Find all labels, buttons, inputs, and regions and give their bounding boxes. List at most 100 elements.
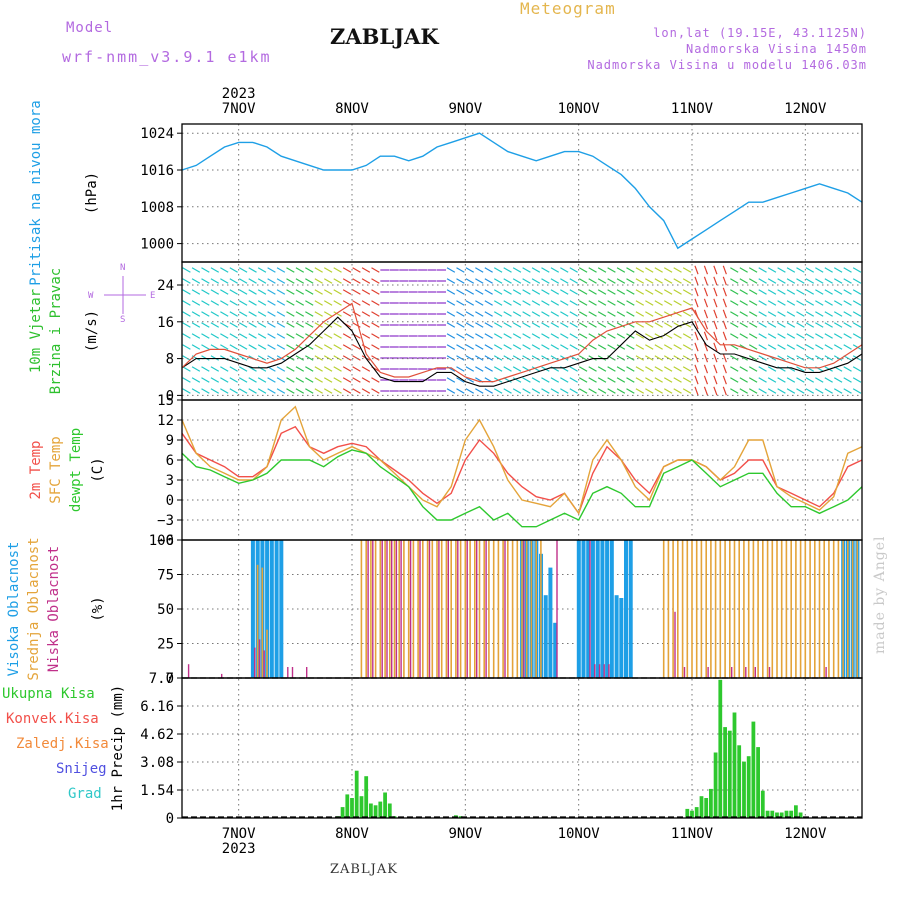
wind-barb <box>786 322 796 328</box>
wind-barb <box>626 289 635 295</box>
wind-barb <box>503 344 512 350</box>
wind-barb <box>220 289 229 295</box>
wind-barb <box>182 300 191 306</box>
wind-barb <box>713 309 718 319</box>
wind-barb <box>739 267 748 273</box>
wind-barb <box>654 278 663 284</box>
cloud-low-bar <box>476 540 478 678</box>
wind-barb <box>588 355 597 361</box>
wind-barb <box>286 311 295 317</box>
precipitation-frame <box>181 677 863 819</box>
wind-barb <box>371 267 380 273</box>
wind-barb <box>703 265 709 275</box>
wind-barb <box>323 289 333 295</box>
wind-barb <box>694 320 699 330</box>
wind-barb <box>201 344 210 350</box>
wind-barb <box>597 278 607 284</box>
wind-barb <box>748 344 758 350</box>
wind-barb <box>267 355 276 361</box>
wind-barb <box>522 377 531 383</box>
wind-barb <box>371 388 380 394</box>
wind-barb <box>276 267 286 273</box>
wind-barb <box>286 355 295 361</box>
wind-barb <box>361 289 371 295</box>
location-coordinates: lon,lat (19.15E, 43.1125N) <box>653 26 867 40</box>
precip-legend-item: Ukupna Kisa <box>2 686 95 702</box>
wind-barb <box>503 267 512 273</box>
cloud-mid-bar <box>407 540 410 678</box>
wind-barb <box>694 342 699 352</box>
cloud-mid-bar <box>469 540 471 678</box>
wind-barb <box>550 344 560 350</box>
cloud-mid-bar <box>384 540 386 678</box>
wind-barb <box>276 344 286 350</box>
wind-barb <box>503 311 512 317</box>
wind-barb <box>305 267 314 273</box>
wind-barb <box>616 278 626 284</box>
cloud-low-bar <box>386 540 388 678</box>
wind-barb <box>852 311 862 317</box>
y-tick-label: 7.7 <box>149 671 174 687</box>
cloud-mid-bar <box>507 540 509 678</box>
cloud-low-bar <box>391 540 393 678</box>
wind-barb <box>484 267 493 273</box>
cloud-high-bar <box>590 540 595 678</box>
wind-barb <box>616 311 626 317</box>
cloud-mid-bar <box>530 540 533 678</box>
wind-barb <box>305 322 314 328</box>
wind-barb <box>703 386 709 396</box>
wind-barb <box>786 333 796 339</box>
wind-barb <box>531 388 541 394</box>
wind-barb <box>465 388 475 394</box>
wind-barb <box>305 300 314 306</box>
wind-barb <box>305 289 314 295</box>
wind-barb <box>777 278 786 284</box>
wind-barb <box>730 300 739 306</box>
wind-barb <box>626 278 635 284</box>
wind-barb <box>824 355 833 361</box>
cloud-mid-bar <box>464 540 467 678</box>
precip-legend-item: Konvek.Kisa <box>6 711 99 727</box>
wind-barb <box>522 267 531 273</box>
cloud-mid-bar <box>256 564 259 678</box>
wind-barb <box>786 377 796 383</box>
wind-barb <box>229 289 238 295</box>
wind-barb <box>522 278 531 284</box>
wind-barb <box>191 289 201 295</box>
wind-barb <box>484 322 493 328</box>
wind-barb <box>569 377 578 383</box>
wind-barb <box>541 388 550 394</box>
year-label-bottom: 2023 <box>222 841 256 857</box>
cloud-mid-bar <box>847 540 849 678</box>
wind-barb <box>758 366 767 372</box>
wind-barb <box>361 388 371 394</box>
wind-barb <box>824 388 833 394</box>
wind-barb <box>748 366 758 372</box>
wind-barb <box>484 278 493 284</box>
wind-barb <box>748 311 758 317</box>
wind-barb <box>267 344 276 350</box>
y-tick-label: 16 <box>157 315 174 331</box>
y-tick-label: 0 <box>166 388 174 404</box>
wind-barb <box>267 311 276 317</box>
wind-barb <box>456 366 465 372</box>
cloud-mid-bar <box>266 629 268 678</box>
wind-barb <box>286 366 295 372</box>
cloud-low-bar <box>381 540 383 678</box>
wind-barb <box>777 322 786 328</box>
wind-barb <box>305 344 314 350</box>
wind-barb <box>257 388 267 394</box>
wind-barb <box>493 300 503 306</box>
wind-barb <box>503 300 512 306</box>
wind-barb <box>276 333 286 339</box>
wind-barb <box>694 265 699 275</box>
wind-barb <box>220 366 229 372</box>
wind-barb <box>824 300 833 306</box>
wind-barb <box>352 311 361 317</box>
cloud-high-bar <box>595 540 600 678</box>
cloud-low-bar <box>466 540 468 678</box>
wind-barb <box>531 267 541 273</box>
wind-barb <box>578 267 588 273</box>
wind-barb <box>465 377 475 383</box>
wind-barb <box>248 377 257 383</box>
